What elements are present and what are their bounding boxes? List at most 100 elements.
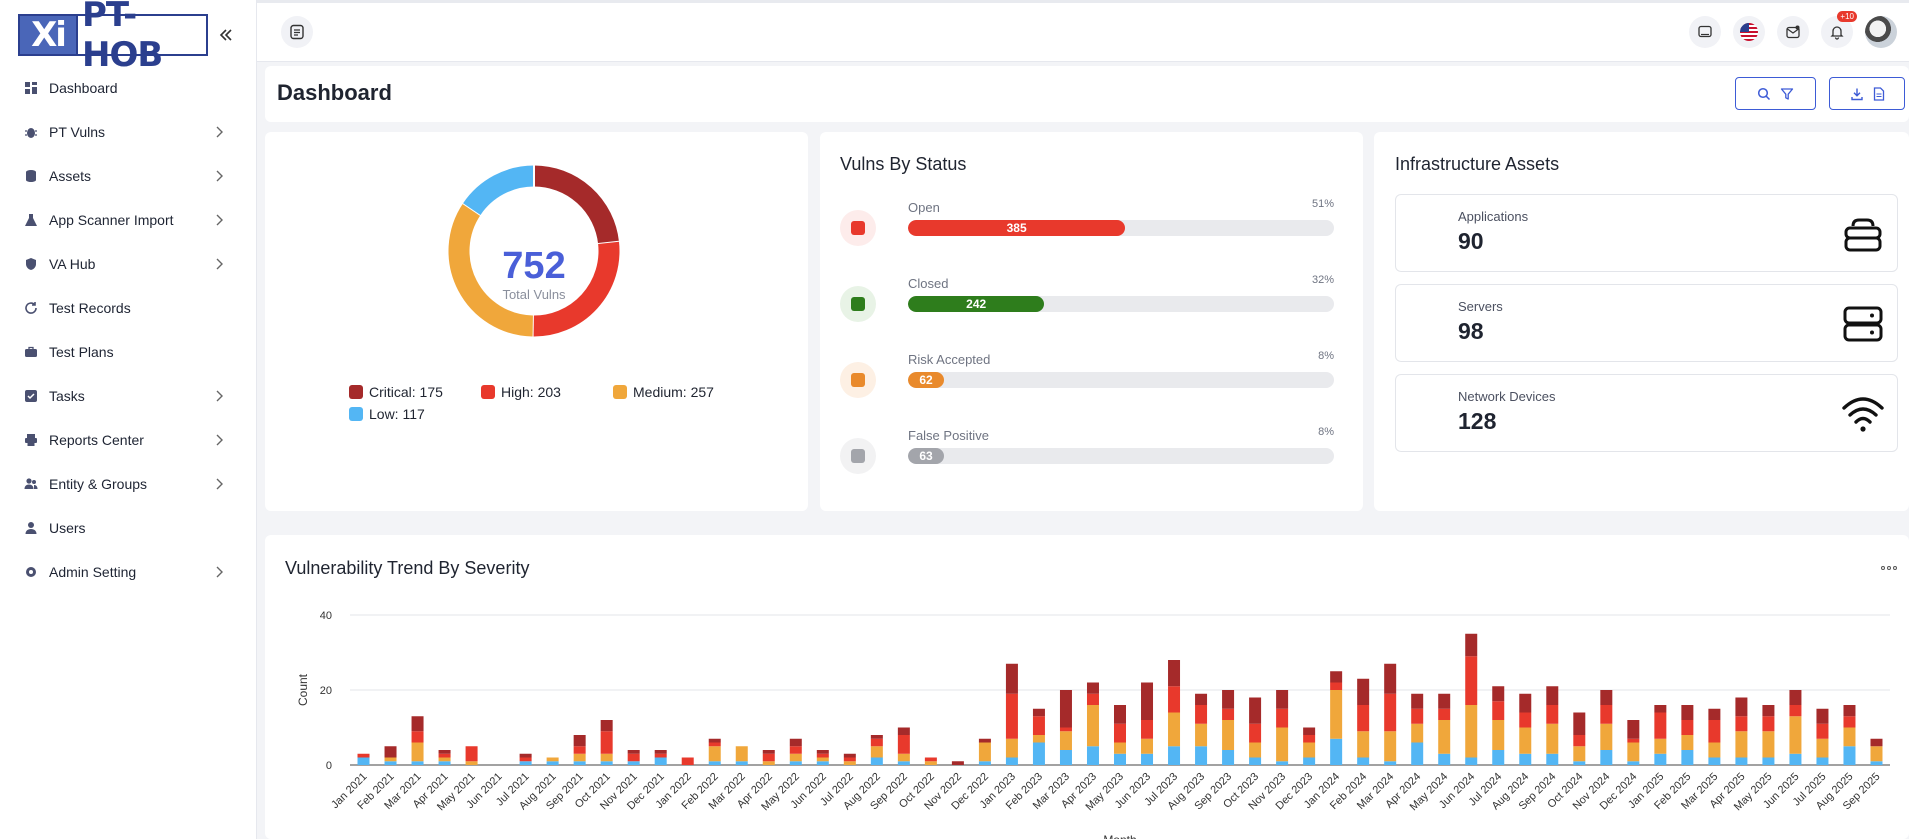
- bar-segment-low[interactable]: [1303, 757, 1316, 766]
- bar-segment-high[interactable]: [1573, 735, 1586, 747]
- bar-segment-medium[interactable]: [843, 761, 856, 765]
- bar-segment-medium[interactable]: [411, 742, 424, 762]
- bar-segment-medium[interactable]: [1816, 738, 1829, 758]
- bar-segment-high[interactable]: [1681, 720, 1694, 735]
- bar-segment-high[interactable]: [708, 742, 721, 747]
- bar-segment-low[interactable]: [1384, 761, 1397, 765]
- notifications-button[interactable]: +10: [1821, 11, 1857, 48]
- sidebar-item-assets[interactable]: Assets: [0, 154, 257, 198]
- bar-segment-high[interactable]: [1519, 712, 1532, 728]
- sidebar-item-app-scanner-import[interactable]: App Scanner Import: [0, 198, 257, 242]
- bar-segment-critical[interactable]: [654, 750, 667, 754]
- bar-segment-critical[interactable]: [1384, 663, 1397, 694]
- bar-segment-high[interactable]: [1843, 716, 1856, 728]
- fullscreen-button[interactable]: [1689, 16, 1721, 48]
- bar-segment-high[interactable]: [1059, 727, 1072, 732]
- bar-segment-critical[interactable]: [1411, 693, 1424, 709]
- bar-segment-medium[interactable]: [1735, 731, 1748, 758]
- bar-segment-low[interactable]: [438, 761, 451, 765]
- bar-segment-critical[interactable]: [1546, 686, 1559, 705]
- bar-segment-critical[interactable]: [573, 735, 586, 747]
- bar-segment-medium[interactable]: [546, 757, 559, 762]
- bar-segment-low[interactable]: [816, 761, 829, 765]
- bar-segment-medium[interactable]: [1492, 720, 1505, 750]
- bar-segment-high[interactable]: [870, 738, 883, 747]
- bar-segment-low[interactable]: [978, 761, 991, 765]
- bar-segment-low[interactable]: [1816, 757, 1829, 766]
- bar-segment-high[interactable]: [573, 746, 586, 754]
- bar-segment-medium[interactable]: [1330, 690, 1343, 739]
- bar-segment-low[interactable]: [1168, 746, 1181, 765]
- bar-segment-low[interactable]: [1519, 753, 1532, 765]
- bar-segment-medium[interactable]: [1843, 727, 1856, 747]
- bar-segment-low[interactable]: [1789, 753, 1802, 765]
- bar-segment-medium[interactable]: [1600, 723, 1613, 750]
- bar-segment-high[interactable]: [681, 757, 694, 766]
- bar-segment-critical[interactable]: [978, 738, 991, 743]
- bar-segment-critical[interactable]: [384, 746, 397, 758]
- bar-segment-medium[interactable]: [708, 746, 721, 762]
- bar-segment-critical[interactable]: [1519, 693, 1532, 713]
- bar-segment-critical[interactable]: [1492, 686, 1505, 702]
- bar-segment-low[interactable]: [1249, 757, 1262, 766]
- bar-segment-critical[interactable]: [411, 716, 424, 732]
- bar-segment-low[interactable]: [1627, 761, 1640, 765]
- bar-segment-critical[interactable]: [762, 750, 775, 754]
- bar-segment-high[interactable]: [1654, 712, 1667, 739]
- bar-segment-high[interactable]: [1627, 738, 1640, 743]
- donut-slice-high[interactable]: [532, 241, 620, 337]
- bar-segment-low[interactable]: [600, 761, 613, 765]
- logo[interactable]: Xi PT-HOB: [18, 0, 208, 75]
- bar-segment-high[interactable]: [627, 753, 640, 762]
- bar-segment-critical[interactable]: [1465, 633, 1478, 657]
- bar-segment-critical[interactable]: [897, 727, 910, 736]
- bar-segment-high[interactable]: [843, 757, 856, 762]
- bar-segment-critical[interactable]: [1249, 697, 1262, 724]
- bar-segment-low[interactable]: [627, 761, 640, 765]
- bar-segment-high[interactable]: [1465, 656, 1478, 705]
- bar-segment-critical[interactable]: [1681, 705, 1694, 720]
- bar-segment-critical[interactable]: [1357, 678, 1370, 705]
- bar-segment-high[interactable]: [1762, 716, 1775, 732]
- bar-segment-critical[interactable]: [1303, 727, 1316, 736]
- bar-segment-medium[interactable]: [897, 753, 910, 762]
- bar-segment-high[interactable]: [897, 735, 910, 754]
- bar-segment-high[interactable]: [357, 753, 370, 758]
- bar-segment-low[interactable]: [1870, 761, 1883, 765]
- bar-segment-medium[interactable]: [1249, 742, 1262, 758]
- bar-segment-high[interactable]: [816, 753, 829, 758]
- sidebar-item-reports-center[interactable]: Reports Center: [0, 418, 257, 462]
- bar-segment-low[interactable]: [1708, 757, 1721, 766]
- sidebar-item-users[interactable]: Users: [0, 506, 257, 550]
- bar-segment-medium[interactable]: [1384, 731, 1397, 762]
- bar-segment-medium[interactable]: [1059, 731, 1072, 750]
- bar-segment-low[interactable]: [1654, 753, 1667, 765]
- bar-segment-medium[interactable]: [465, 761, 478, 765]
- bar-segment-high[interactable]: [1141, 720, 1154, 739]
- bar-segment-medium[interactable]: [438, 757, 451, 762]
- bar-segment-critical[interactable]: [1059, 690, 1072, 728]
- legend-item-low[interactable]: Low: 117: [349, 406, 425, 422]
- bar-segment-medium[interactable]: [1708, 742, 1721, 758]
- bar-segment-low[interactable]: [1573, 761, 1586, 765]
- bar-segment-medium[interactable]: [1465, 705, 1478, 758]
- bar-segment-medium[interactable]: [573, 753, 586, 762]
- bar-segment-high[interactable]: [465, 746, 478, 762]
- bar-segment-high[interactable]: [600, 731, 613, 754]
- language-button[interactable]: [1733, 16, 1765, 48]
- bar-segment-low[interactable]: [654, 757, 667, 766]
- bar-segment-low[interactable]: [735, 761, 748, 765]
- bar-segment-high[interactable]: [1546, 705, 1559, 724]
- bar-segment-medium[interactable]: [1411, 723, 1424, 743]
- bar-segment-critical[interactable]: [1276, 690, 1289, 709]
- bar-segment-high[interactable]: [654, 753, 667, 758]
- bar-segment-high[interactable]: [1303, 735, 1316, 743]
- bar-segment-medium[interactable]: [1303, 742, 1316, 758]
- bar-segment-medium[interactable]: [762, 761, 775, 765]
- bar-segment-low[interactable]: [1546, 753, 1559, 765]
- bar-segment-high[interactable]: [1816, 723, 1829, 739]
- bar-segment-high[interactable]: [1032, 716, 1045, 735]
- bar-segment-medium[interactable]: [924, 761, 937, 765]
- user-avatar[interactable]: [1865, 16, 1897, 48]
- bar-segment-critical[interactable]: [1843, 705, 1856, 717]
